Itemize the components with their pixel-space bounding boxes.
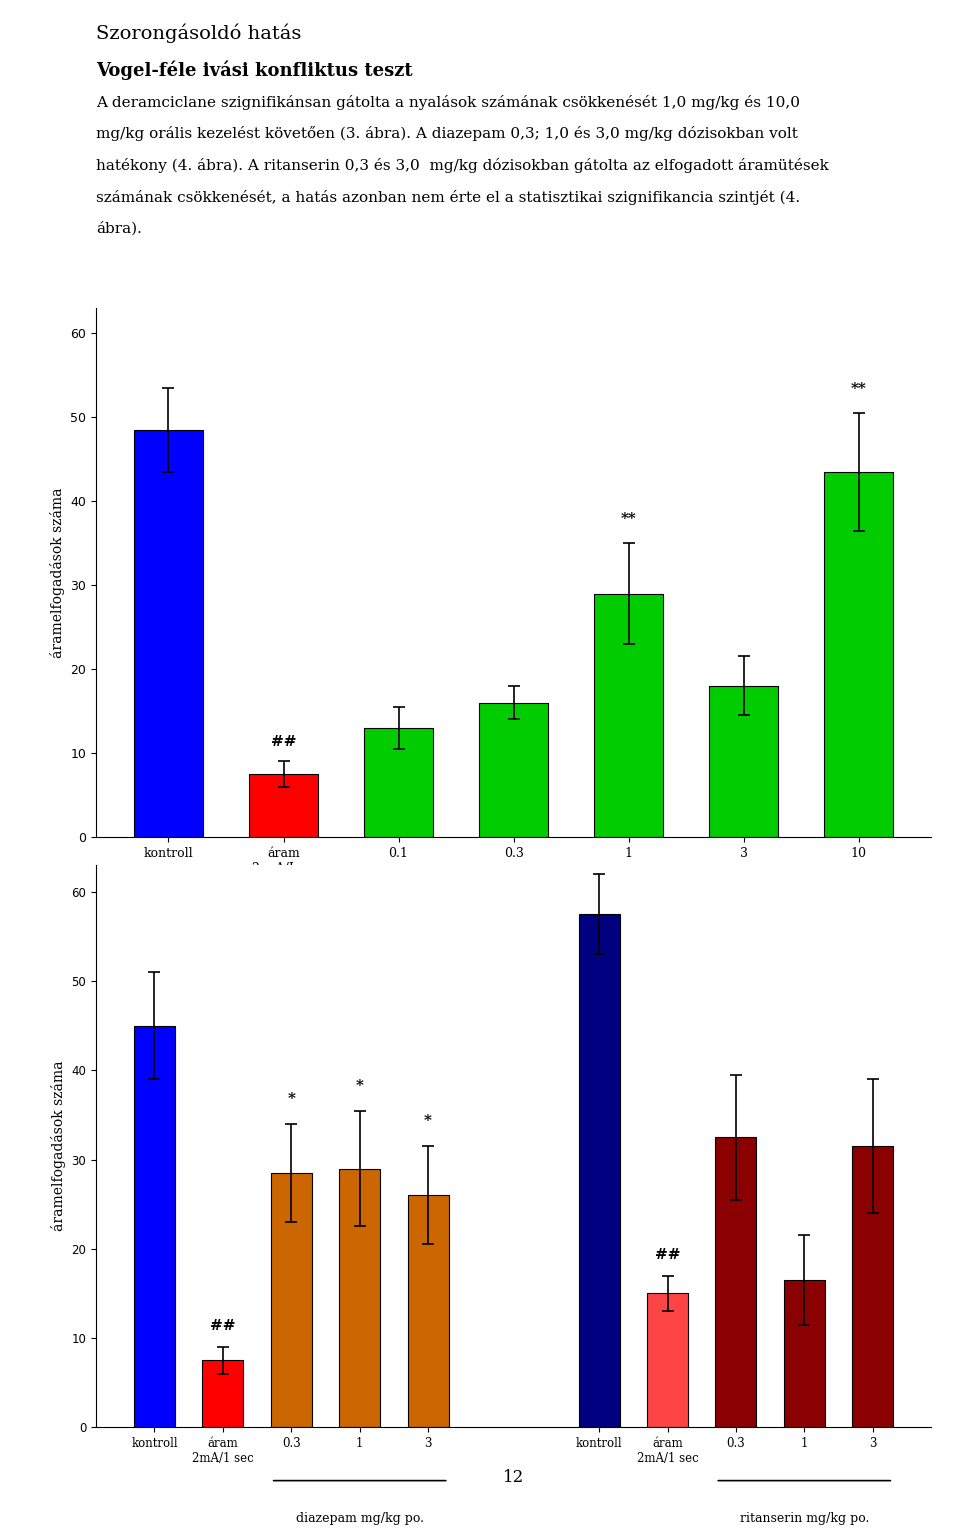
Text: A deramciclane szignifikánsan gátolta a nyalások számának csökkenését 1,0 mg/kg : A deramciclane szignifikánsan gátolta a … [96,95,800,109]
Text: ábra).: ábra). [96,221,142,235]
Bar [203,1360,244,1428]
Text: ##: ## [210,1319,235,1334]
Bar [709,686,779,838]
Text: *: * [287,1093,296,1107]
Text: hatékony (4. ábra). A ritanserin 0,3 és 3,0  mg/kg dózisokban gátolta az elfogad: hatékony (4. ábra). A ritanserin 0,3 és … [96,158,828,174]
Text: mg/kg orális kezelést követően (3. ábra). A diazepam 0,3; 1,0 és 3,0 mg/kg dózis: mg/kg orális kezelést követően (3. ábra)… [96,126,798,141]
Y-axis label: áramelfogadások száma: áramelfogadások száma [50,487,64,658]
Text: *: * [356,1079,364,1093]
Bar [479,702,548,838]
Bar [852,1147,893,1428]
Bar [825,472,893,838]
Bar [271,1173,312,1428]
Bar [364,729,433,838]
Bar [647,1293,688,1428]
Bar [134,430,203,838]
Bar [594,593,663,838]
Bar [134,1025,175,1428]
Bar [339,1168,380,1428]
Text: Szorongásoldó hatás: Szorongásoldó hatás [96,23,301,43]
Text: **: ** [621,512,636,526]
Text: ##: ## [655,1248,681,1262]
Bar [249,775,318,838]
Text: ##: ## [271,735,297,749]
Text: Vogel-féle ivási konfliktus teszt: Vogel-féle ivási konfliktus teszt [96,60,413,80]
Bar [783,1280,825,1428]
Text: diazepam mg/kg po.: diazepam mg/kg po. [296,1512,423,1525]
Text: **: ** [851,383,867,397]
Bar [579,915,619,1428]
Y-axis label: áramelfogadások száma: áramelfogadások száma [51,1061,66,1231]
Text: *: * [424,1114,432,1128]
Bar [715,1137,756,1428]
Text: 3. ábra. A deramciclane hatása a nyalások mennyiségére a Vogel-féle ivási konfli: 3. ábra. A deramciclane hatása a nyaláso… [186,942,841,974]
Text: számának csökkenését, a hatás azonban nem érte el a statisztikai szignifikancia : számának csökkenését, a hatás azonban ne… [96,191,800,204]
Text: deramciclane mg/kg po.: deramciclane mg/kg po. [552,913,705,925]
Text: 12: 12 [503,1469,524,1486]
Text: ritanserin mg/kg po.: ritanserin mg/kg po. [739,1512,869,1525]
Bar [408,1196,448,1428]
